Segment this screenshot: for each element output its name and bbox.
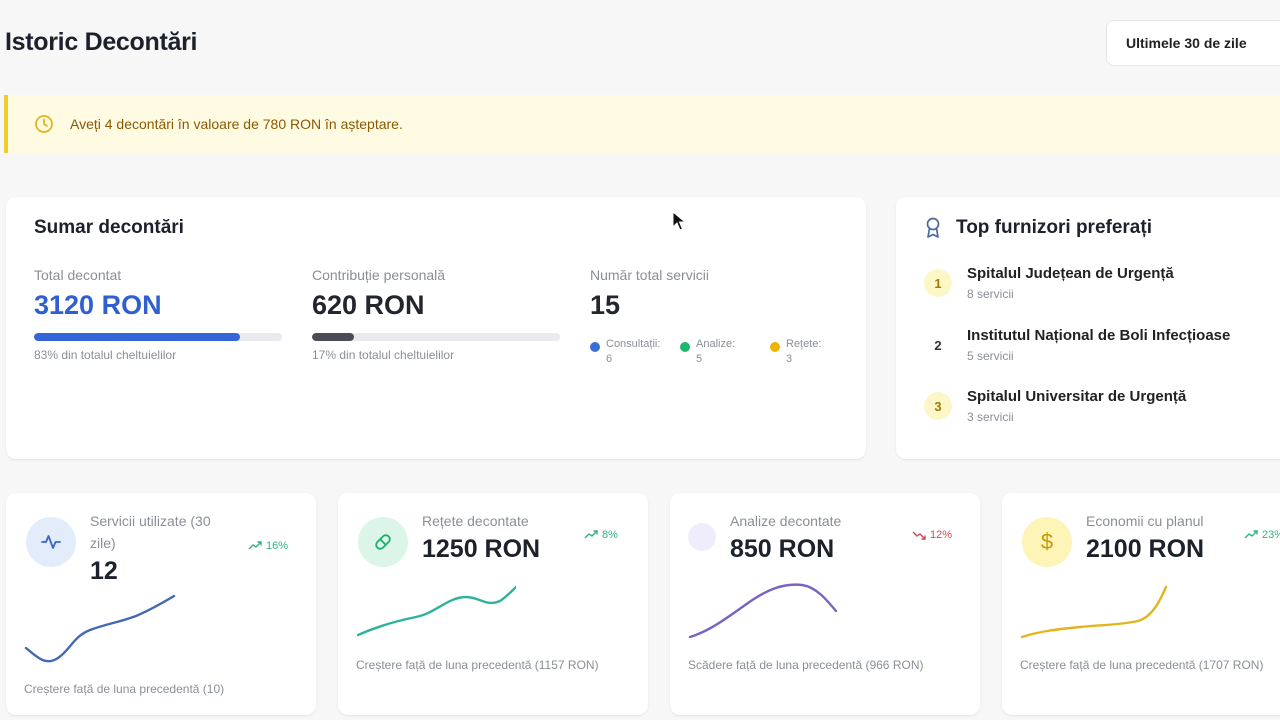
trend-value: 8% [602, 529, 618, 541]
alert-text: Aveți 4 decontări în valoare de 780 RON … [70, 116, 403, 132]
personal-contribution-label: Contribuție personală [312, 267, 446, 283]
sparkline-savings [1020, 585, 1168, 639]
trend-up: 16% [248, 540, 288, 552]
kpi-card-savings: $ Economii cu planul 2100 RON 23% Crește… [1002, 493, 1280, 715]
legend-dot [770, 342, 780, 352]
trend-down: 12% [912, 529, 952, 541]
legend-analyses-label: Analize: [696, 338, 736, 350]
clock-icon [35, 115, 53, 133]
top-providers-title: Top furnizori preferați [956, 217, 1152, 238]
personal-contribution-note: 17% din totalul cheltuielilor [312, 348, 455, 362]
total-reimbursed-label: Total decontat [34, 267, 122, 283]
trend-value: 12% [930, 529, 953, 541]
top-providers-header: Top furnizori preferați [924, 217, 1152, 239]
legend-consultations: Consultații: 6 [590, 337, 662, 367]
pill-icon [375, 534, 391, 550]
provider-name: Spitalul Universitar de Urgență [967, 388, 1187, 405]
kpi-value: 1250 RON [422, 535, 541, 563]
kpi-note: Creștere față de luna precedentă (10) [24, 682, 225, 696]
legend-prescriptions: Rețete: 3 [770, 337, 842, 367]
pending-alert: Aveți 4 decontări în valoare de 780 RON … [4, 95, 1280, 153]
kpi-value: 2100 RON [1086, 535, 1205, 563]
trend-value: 23% [1262, 529, 1280, 541]
services-count-value: 15 [590, 290, 621, 320]
kpi-value: 850 RON [730, 535, 835, 563]
rank-badge: 3 [924, 392, 952, 420]
total-reimbursed-bar-fill [34, 333, 240, 341]
personal-contribution-stat: Contribuție personală 620 RON 17% din to… [312, 267, 562, 362]
trend-value: 16% [266, 540, 289, 552]
trend-up-icon [1244, 530, 1258, 539]
trend-up-icon [248, 541, 262, 550]
kpi-label: Economii cu planul [1086, 513, 1204, 529]
dollar-icon: $ [1040, 529, 1054, 554]
services-legend: Consultații: 6 Analize: 5 Rețete: 3 [590, 337, 860, 367]
trend-up: 8% [584, 529, 618, 541]
sparkline-prescriptions [356, 585, 516, 637]
services-count-stat: Număr total servicii 15 Consultații: 6 A… [590, 267, 860, 367]
kpi-note: Creștere față de luna precedentă (1157 R… [356, 658, 599, 672]
kpi-value: 12 [90, 557, 118, 585]
date-range-button[interactable]: Ultimele 30 de zile [1106, 20, 1280, 66]
legend-consultations-label: Consultații: [606, 338, 661, 350]
total-reimbursed-note: 83% din totalul cheltuielilor [34, 348, 177, 362]
personal-contribution-value: 620 RON [312, 290, 425, 320]
legend-dot [680, 342, 690, 352]
flask-icon-circle [688, 523, 716, 551]
provider-services: 3 servicii [967, 410, 1014, 424]
provider-services: 5 servicii [967, 349, 1014, 363]
kpi-card-prescriptions: Rețete decontate 1250 RON 8% Creștere fa… [338, 493, 648, 715]
provider-item-1[interactable]: 1 Spitalul Județean de Urgență 8 servici… [924, 265, 1174, 301]
personal-contribution-bar-fill [312, 333, 355, 341]
top-providers-card: Top furnizori preferați 1 Spitalul Județ… [896, 197, 1280, 459]
rank-badge: 2 [934, 337, 942, 353]
kpi-label: Analize decontate [730, 513, 842, 529]
kpi-card-services: Servicii utilizate (30 zile) 12 16% Creș… [6, 493, 316, 715]
total-reimbursed-value: 3120 RON [34, 290, 162, 320]
mouse-cursor-icon [672, 211, 686, 231]
kpi-label: Rețete decontate [422, 513, 529, 529]
sparkline-services [24, 594, 176, 663]
page-title: Istoric Decontări [5, 28, 198, 56]
legend-prescriptions-label: Rețete: [786, 338, 822, 350]
summary-card: Sumar decontări Total decontat 3120 RON … [6, 197, 866, 459]
kpi-label: Servicii utilizate (30 zile) [90, 513, 211, 551]
provider-services: 8 servicii [967, 287, 1014, 301]
provider-item-3[interactable]: 3 Spitalul Universitar de Urgență 3 serv… [924, 388, 1186, 424]
provider-name: Spitalul Județean de Urgență [967, 265, 1174, 282]
legend-prescriptions-count: 3 [786, 353, 793, 365]
provider-item-2[interactable]: 2 Institutul Național de Boli Infecțioas… [924, 327, 1230, 363]
trend-up: 23% [1244, 529, 1280, 541]
dollar-icon-circle: $ [1022, 517, 1072, 567]
provider-name: Institutul Național de Boli Infecțioase [967, 327, 1231, 344]
total-reimbursed-bar [34, 333, 282, 341]
sparkline-analyses [688, 583, 838, 639]
kpi-card-analyses: Analize decontate 850 RON 12% Scădere fa… [670, 493, 980, 715]
summary-title: Sumar decontări [34, 217, 184, 238]
trend-down-icon [912, 531, 926, 540]
award-icon [926, 217, 940, 238]
legend-analyses: Analize: 5 [680, 337, 752, 367]
rank-badge: 1 [924, 269, 952, 297]
kpi-note: Scădere față de luna precedentă (966 RON… [688, 658, 924, 672]
personal-contribution-bar [312, 333, 560, 341]
activity-icon-circle [26, 517, 76, 567]
activity-icon [41, 535, 61, 549]
trend-up-icon [584, 530, 598, 539]
legend-analyses-count: 5 [696, 353, 703, 365]
legend-dot [590, 342, 600, 352]
legend-consultations-count: 6 [606, 353, 613, 365]
pill-icon-circle [358, 517, 408, 567]
total-reimbursed-stat: Total decontat 3120 RON 83% din totalul … [34, 267, 284, 362]
services-count-label: Număr total servicii [590, 267, 710, 283]
kpi-note: Creștere față de luna precedentă (1707 R… [1020, 658, 1264, 672]
